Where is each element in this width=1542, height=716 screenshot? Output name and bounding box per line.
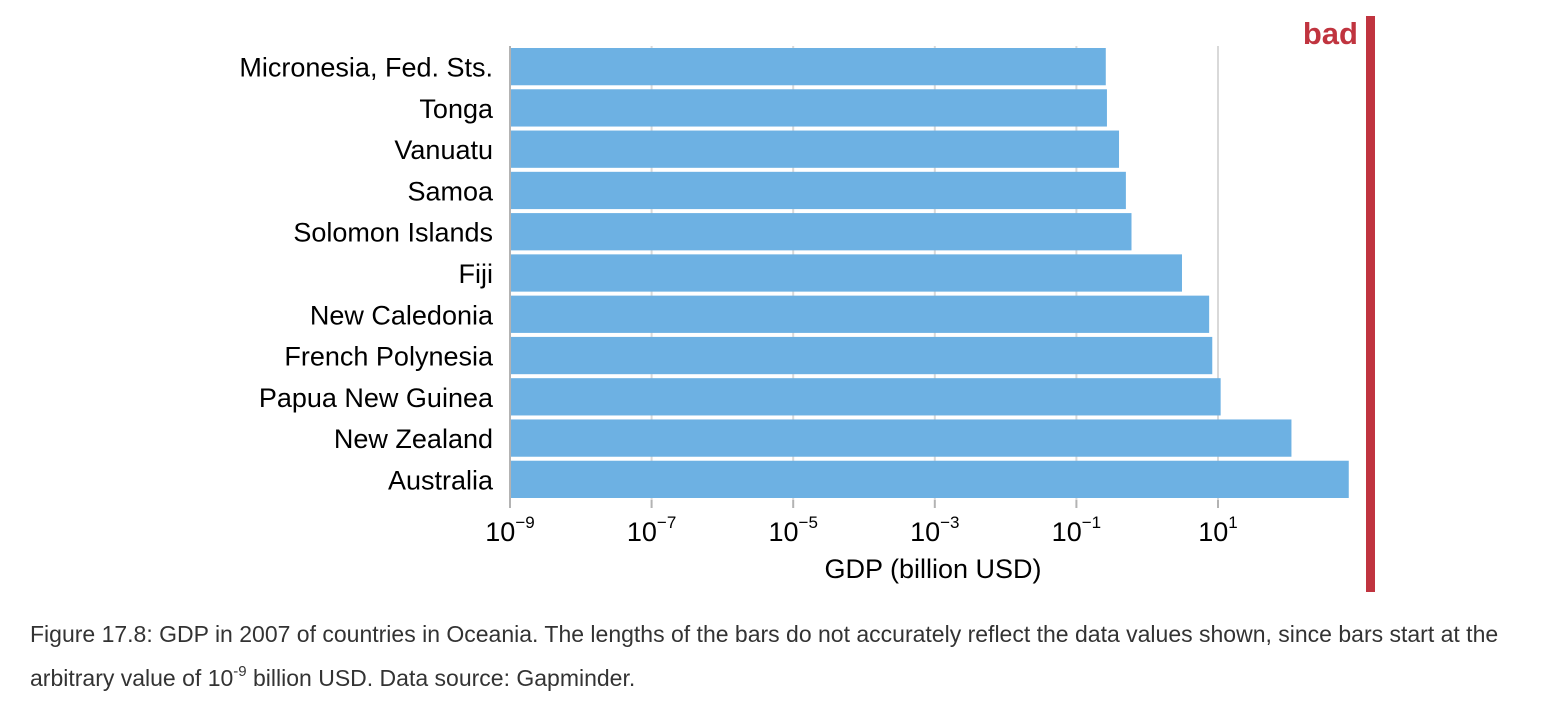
bar — [511, 419, 1292, 457]
category-label: New Zealand — [334, 424, 493, 454]
x-tick-label: 101 — [1198, 513, 1238, 547]
category-label: Fiji — [459, 259, 494, 289]
x-axis: 10−9 10−7 10−5 10−3 10−1 101 — [485, 46, 1238, 547]
category-label: Solomon Islands — [293, 218, 493, 248]
category-label: Vanuatu — [394, 135, 493, 165]
bad-indicator-bar — [1366, 16, 1375, 592]
caption-superscript: -9 — [233, 663, 247, 680]
bar — [511, 213, 1132, 251]
bad-badge: bad — [1303, 16, 1375, 592]
category-label: French Polynesia — [284, 342, 494, 372]
x-tick-label: 10−9 — [485, 513, 534, 547]
bar — [511, 295, 1210, 333]
bar — [511, 48, 1106, 86]
bars — [511, 48, 1349, 498]
x-tick-label: 10−5 — [768, 513, 817, 547]
gdp-bar-chart: Micronesia, Fed. Sts. Tonga Vanuatu Samoa So… — [239, 16, 1375, 592]
bar — [511, 171, 1126, 210]
bad-label: bad — [1303, 16, 1358, 51]
category-labels: Micronesia, Fed. Sts. Tonga Vanuatu Samoa So… — [239, 53, 494, 496]
category-label: Australia — [388, 465, 494, 495]
caption-text-end: billion USD. Data source: Gapminder. — [246, 665, 636, 691]
bar — [511, 336, 1213, 375]
bar — [511, 130, 1120, 168]
bar — [511, 378, 1221, 416]
figure-caption: Figure 17.8: GDP in 2007 of countries in… — [30, 612, 1530, 700]
bar — [511, 254, 1182, 292]
x-axis-title: GDP (billion USD) — [824, 554, 1041, 584]
bar — [511, 89, 1107, 127]
caption-text: Figure 17.8: GDP in 2007 of countries in… — [30, 621, 1499, 691]
category-label: Tonga — [419, 94, 494, 124]
category-label: New Caledonia — [310, 300, 494, 330]
bar — [511, 460, 1349, 498]
x-tick-label: 10−3 — [910, 513, 959, 547]
category-label: Samoa — [407, 176, 494, 206]
x-tick-label: 10−1 — [1052, 513, 1101, 547]
x-tick-label: 10−7 — [627, 513, 676, 547]
category-label: Micronesia, Fed. Sts. — [239, 53, 493, 83]
category-label: Papua New Guinea — [259, 383, 494, 413]
